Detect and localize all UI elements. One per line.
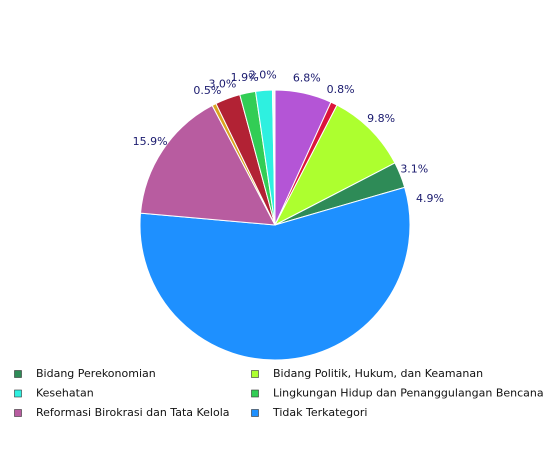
legend-marker [251, 409, 259, 417]
legend-marker [251, 370, 259, 378]
pie-slice [139, 186, 411, 361]
legend-marker [14, 409, 22, 417]
slice-label: 1.9% [231, 71, 259, 84]
slice-label: 3.0% [208, 78, 236, 91]
legend-label: Bidang Politik, Hukum, dan Keamanan [273, 367, 483, 380]
legend-label: Reformasi Birokrasi dan Tata Kelola [36, 406, 230, 419]
legend-label: Lingkungan Hidup dan Penanggulangan Benc… [273, 387, 544, 400]
legend-marker [251, 389, 259, 398]
slice-label: 2.0% [249, 69, 277, 82]
pie-slice [273, 104, 396, 227]
legend-marker [14, 370, 22, 378]
slice-label: 6.8% [293, 71, 321, 84]
slice-label: 0.8% [327, 83, 355, 96]
legend-label: Kesehatan [36, 387, 94, 400]
legend-marker [14, 389, 22, 398]
slice-label: 0.5% [193, 84, 221, 97]
annotation: 4.9% [416, 192, 444, 205]
pie-slice [271, 89, 276, 226]
slice-label: 3.1% [400, 162, 428, 175]
legend-label: Bidang Perekonomian [36, 367, 156, 380]
slice-label: 15.9% [133, 135, 168, 148]
slice-label: 9.8% [367, 112, 395, 125]
legend-label: Tidak Terkategori [272, 406, 367, 419]
pie-slice [139, 104, 276, 226]
